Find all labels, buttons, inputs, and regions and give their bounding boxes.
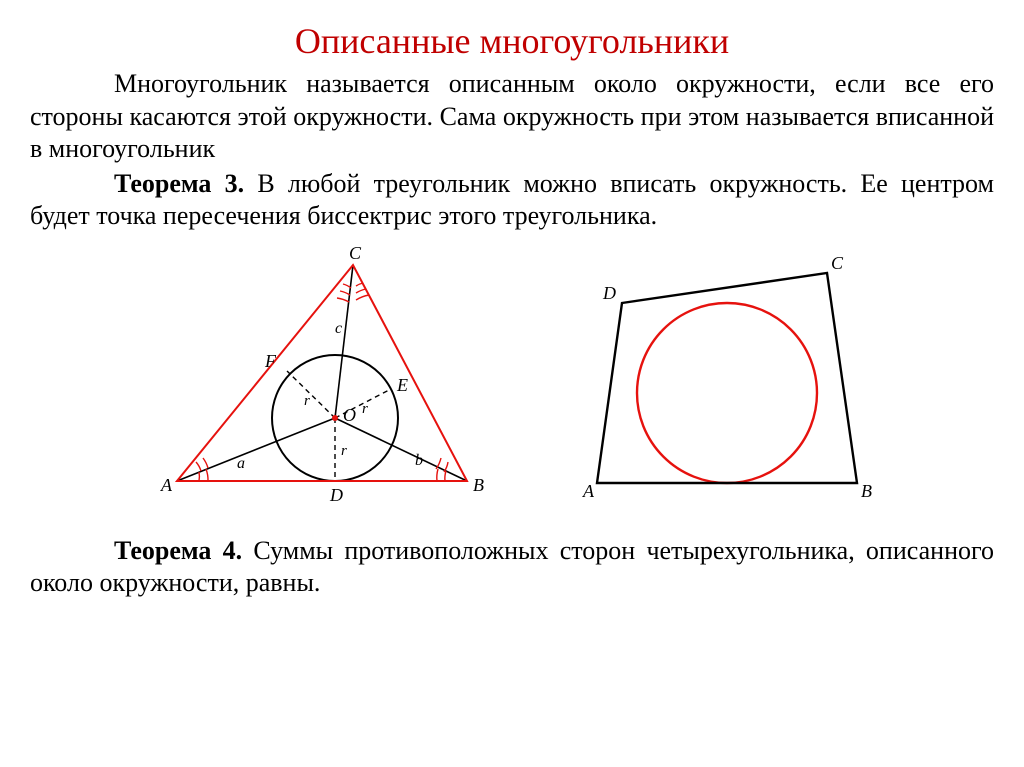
- label-D: D: [329, 485, 343, 505]
- quadrilateral: [597, 273, 857, 483]
- theorem-4: Теорема 4. Суммы противоположных сторон …: [30, 535, 994, 600]
- label-E: E: [396, 375, 408, 395]
- theorem-3: Теорема 3. В любой треугольник можно впи…: [30, 168, 994, 233]
- label-A: A: [160, 475, 173, 495]
- label-F: F: [264, 351, 277, 371]
- label-qA: A: [582, 481, 595, 501]
- theorem-3-label: Теорема 3.: [114, 169, 244, 198]
- figure-triangle-inscribed: A B C D E F O a b c r r r: [137, 243, 517, 523]
- label-r2: r: [362, 401, 368, 417]
- angle-mark-C2: [340, 291, 350, 295]
- angle-mark-B1: [445, 471, 446, 481]
- label-a: a: [237, 455, 245, 472]
- bisector-B: [335, 418, 467, 481]
- label-r3: r: [341, 443, 347, 459]
- label-c: c: [335, 320, 342, 337]
- label-qC: C: [831, 253, 844, 273]
- label-qD: D: [602, 283, 616, 303]
- theorem-4-label: Теорема 4.: [114, 536, 242, 565]
- incircle-quad: [637, 303, 817, 483]
- angle-mark-C4: [356, 289, 366, 293]
- label-b: b: [415, 452, 423, 469]
- triangle: [177, 265, 467, 481]
- angle-mark-B2: [437, 469, 438, 481]
- figure-quadrilateral-inscribed: A B C D: [567, 243, 887, 513]
- page-title: Описанные многоугольники: [30, 20, 994, 62]
- paragraph-definition: Многоугольник называется описанным около…: [30, 68, 994, 166]
- figures-row: A B C D E F O a b c r r r A B C D: [30, 243, 994, 523]
- label-O: O: [343, 405, 356, 425]
- angle-mark-A4: [203, 458, 208, 468]
- label-r1: r: [304, 393, 310, 409]
- center-dot: [332, 415, 338, 421]
- angle-mark-C3: [356, 283, 363, 286]
- label-qB: B: [861, 481, 872, 501]
- label-C: C: [349, 243, 362, 263]
- label-B: B: [473, 475, 484, 495]
- angle-mark-A3: [196, 462, 201, 471]
- angle-mark-A2: [206, 469, 208, 481]
- radius-F: [287, 371, 335, 418]
- bisector-A: [177, 418, 335, 481]
- angle-mark-C2b: [337, 298, 349, 302]
- angle-mark-C4b: [356, 295, 369, 300]
